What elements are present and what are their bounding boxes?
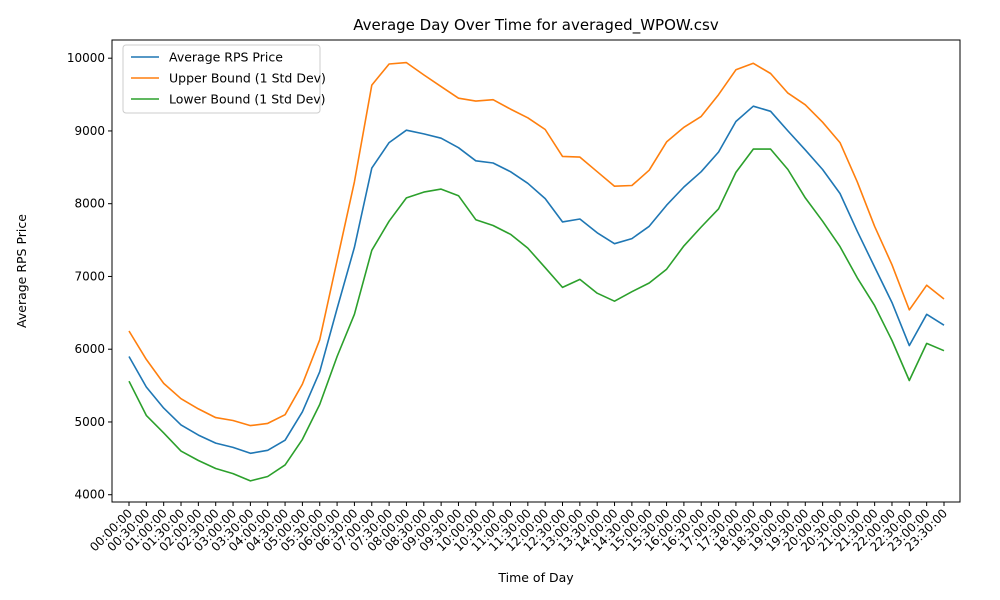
- y-tick-label: 8000: [74, 197, 105, 211]
- plot-frame: [111, 39, 961, 503]
- y-axis-label: Average RPS Price: [14, 214, 29, 328]
- y-tick-label: 4000: [74, 488, 105, 502]
- chart-title: Average Day Over Time for averaged_WPOW.…: [353, 16, 719, 35]
- x-axis: 00:00:0000:30:0001:00:0001:30:0002:00:00…: [87, 502, 950, 554]
- series-line-1: [128, 105, 945, 455]
- series-line-3: [128, 148, 945, 482]
- plot-area: [128, 61, 945, 482]
- legend-entry-3: Lower Bound (1 Std Dev): [169, 92, 326, 107]
- legend: Average RPS Price Upper Bound (1 Std Dev)…: [122, 44, 326, 114]
- x-axis-label: Time of Day: [497, 570, 574, 585]
- legend-entry-1: Average RPS Price: [169, 50, 283, 65]
- series-line-2: [128, 61, 945, 427]
- y-tick-label: 6000: [74, 342, 105, 356]
- y-tick-label: 5000: [74, 415, 105, 429]
- legend-entry-2: Upper Bound (1 Std Dev): [169, 71, 326, 86]
- y-tick-label: 10000: [67, 51, 105, 65]
- y-tick-label: 7000: [74, 269, 105, 283]
- y-axis: 4000 5000 6000 7000 8000 9000 10000: [67, 51, 112, 502]
- y-tick-label: 9000: [74, 124, 105, 138]
- legend-frame: [122, 44, 321, 114]
